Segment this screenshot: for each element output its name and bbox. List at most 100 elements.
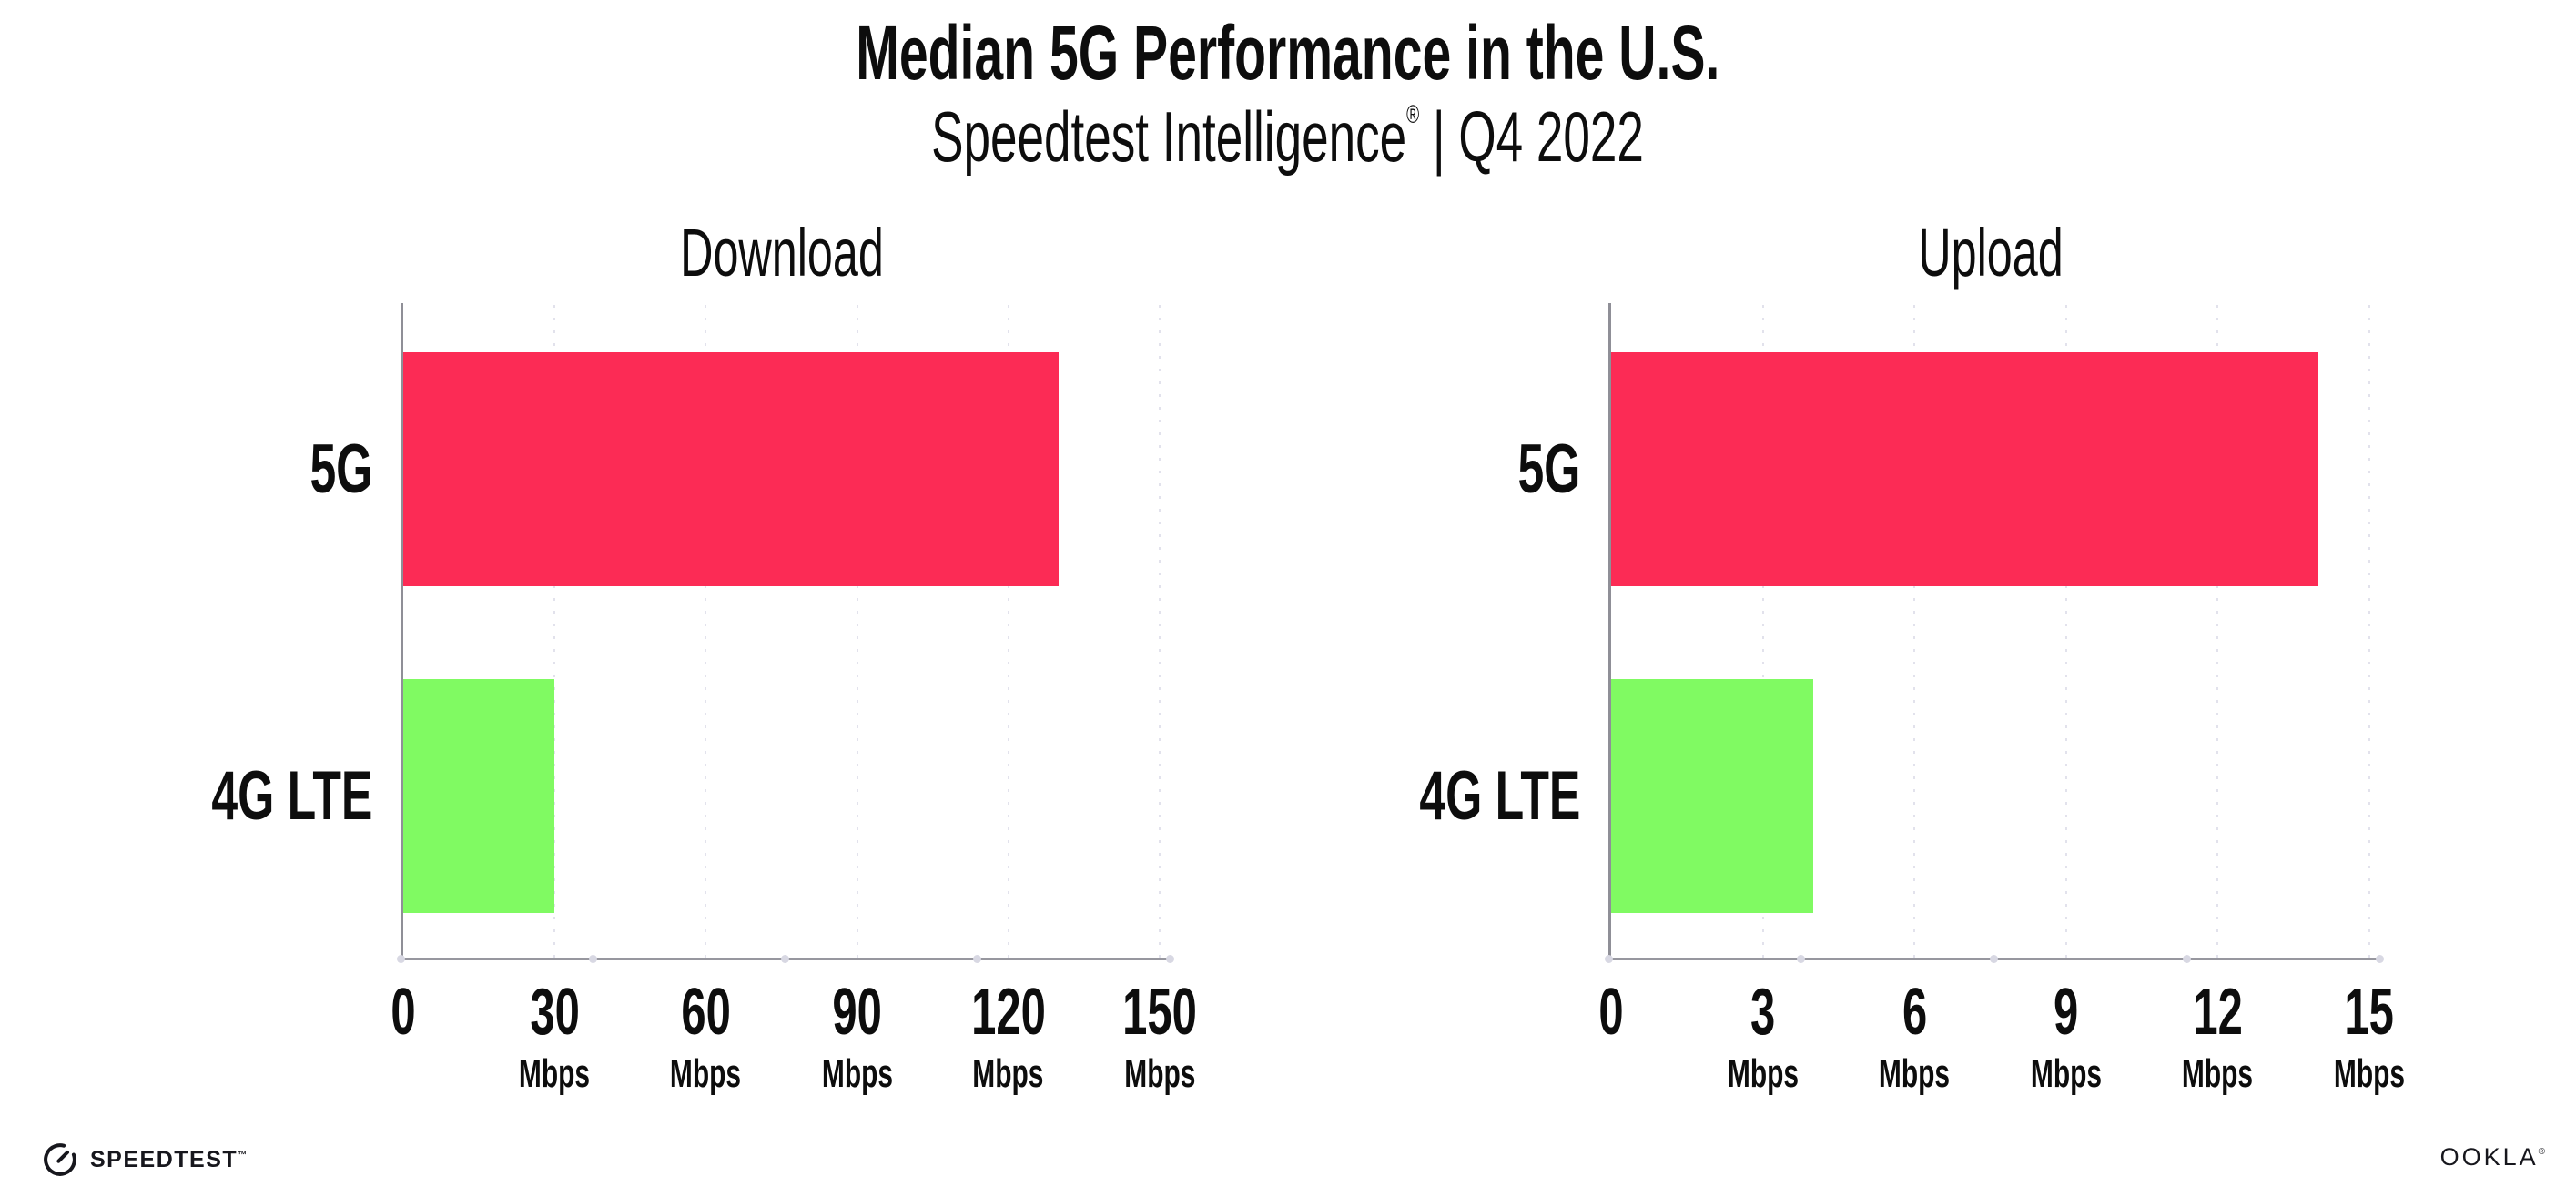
subtitle-period: | Q4 2022 [1419, 96, 1645, 177]
tick-value-text: 60 [681, 976, 731, 1049]
ookla-logo: OOKLA® [2440, 1145, 2545, 1170]
tick-value-text: 12 [2193, 976, 2243, 1049]
tick-value: 15 [2333, 979, 2406, 1045]
tick-150: 150 Mbps [1105, 979, 1214, 1094]
page-subtitle: Speedtest Intelligence® | Q4 2022 [0, 99, 2576, 175]
tick-unit: Mbps [1710, 1054, 1815, 1094]
gridline-9-mbps [2064, 305, 2067, 958]
ookla-wordmark-text: OOKLA [2439, 1143, 2539, 1171]
speedtest-logo: SPEEDTEST™ [42, 1140, 248, 1180]
tick-60: 60 Mbps [654, 979, 758, 1094]
tick-12: 12 Mbps [2165, 979, 2270, 1094]
tick-unit: Mbps [502, 1054, 607, 1094]
tick-30: 30 Mbps [502, 979, 607, 1094]
gridline-120-mbps [1007, 305, 1009, 958]
tick-unit: Mbps [654, 1054, 758, 1094]
download-plot-area: 5G 4G LTE 0 30 Mbps 60 Mbps 90 Mbps 120 Mbps 150 Mbp… [211, 303, 1197, 1094]
tick-6: 6 Mbps [1862, 979, 1967, 1094]
tick-unit-text: Mbps [1879, 1051, 1951, 1096]
page-title-text: Median 5G Performance in the U.S. [856, 10, 1720, 96]
axis-tick-dot [396, 955, 405, 963]
tick-unit-text: Mbps [972, 1051, 1044, 1096]
axis-tick-dot [1797, 955, 1806, 963]
axis-tick-dot [2375, 955, 2384, 963]
upload-chart-title-text: Upload [1917, 215, 2064, 290]
tick-value: 120 [954, 979, 1063, 1045]
tick-value: 150 [1105, 979, 1214, 1045]
tick-value-text: 150 [1122, 976, 1197, 1049]
bar-5g [403, 352, 1060, 586]
x-axis-tick-labels: 0 30 Mbps 60 Mbps 90 Mbps 120 Mbps 150 Mbps [390, 979, 1196, 1134]
speedtest-wordmark-text: SPEEDTEST [90, 1146, 238, 1172]
tick-value: 0 [1593, 979, 1629, 1045]
gridline-60-mbps [705, 305, 707, 958]
page-subtitle-text: Speedtest Intelligence® | Q4 2022 [932, 99, 1645, 175]
upload-chart-title: Upload [1883, 219, 2097, 287]
axis-tick-dot [1990, 955, 1998, 963]
tick-unit-text: Mbps [519, 1051, 591, 1096]
tick-unit: Mbps [805, 1054, 909, 1094]
tick-value-text: 90 [832, 976, 882, 1049]
download-chart-title: Download [632, 219, 931, 287]
tick-unit-text: Mbps [2333, 1051, 2406, 1096]
category-label-text: 5G [309, 430, 372, 508]
tick-unit-text: Mbps [2182, 1051, 2254, 1096]
trademark-mark: ™ [238, 1150, 248, 1161]
tick-unit: Mbps [2013, 1054, 2118, 1094]
gridline-15-mbps [2368, 305, 2370, 958]
tick-value-text: 6 [1902, 976, 1927, 1049]
gridline-150-mbps [1159, 305, 1161, 958]
tick-value-text: 120 [970, 976, 1046, 1049]
gridline-12-mbps [2216, 305, 2219, 958]
tick-value: 3 [1745, 979, 1781, 1045]
gridline-90-mbps [856, 305, 858, 958]
registered-mark: ® [1406, 100, 1420, 128]
axis-tick-dot [2182, 955, 2191, 963]
tick-value: 12 [2181, 979, 2254, 1045]
tick-unit-text: Mbps [670, 1051, 742, 1096]
x-axis-line [1604, 955, 2384, 963]
tick-value: 9 [2048, 979, 2084, 1045]
upload-plot-area: 5G 4G LTE 0 3 Mbps 6 Mbps 9 Mbps 12 Mbps 15 Mbps [1419, 303, 2405, 1094]
tick-value: 0 [385, 979, 421, 1045]
gridline-3-mbps [1761, 305, 1764, 958]
tick-value: 30 [518, 979, 591, 1045]
bar-5g [1611, 352, 2319, 586]
tick-unit-text: Mbps [2030, 1051, 2102, 1096]
category-label-5g: 5G [1488, 430, 1580, 508]
axis-tick-dot [1604, 955, 1613, 963]
gridline-30-mbps [553, 305, 556, 958]
y-axis-line [401, 303, 403, 958]
tick-unit: Mbps [956, 1054, 1060, 1094]
tick-unit-text: Mbps [821, 1051, 893, 1096]
tick-0: 0 [1593, 979, 1629, 1045]
category-label-text: 5G [1517, 430, 1580, 508]
axis-tick-dot [588, 955, 597, 963]
tick-90: 90 Mbps [805, 979, 909, 1094]
category-label-4g-lte: 4G LTE [1344, 761, 1580, 831]
tick-value-text: 15 [2344, 976, 2395, 1049]
tick-15: 15 Mbps [2317, 979, 2422, 1094]
tick-value-text: 30 [529, 976, 580, 1049]
x-axis-line [396, 955, 1174, 963]
tick-0: 0 [385, 979, 421, 1045]
category-label-5g: 5G [280, 430, 372, 508]
upload-chart: Upload 5G 4G LTE 0 3 Mbps 6 Mbps 9 Mbps 12 Mbps 15 M… [1419, 219, 2405, 1094]
x-axis-tick-labels: 0 3 Mbps 6 Mbps 9 Mbps 12 Mbps 15 Mbps [1598, 979, 2405, 1134]
tick-value-text: 0 [1598, 976, 1624, 1049]
tick-value-text: 0 [390, 976, 416, 1049]
tick-120: 120 Mbps [954, 979, 1063, 1094]
bar-4g-lte [403, 679, 555, 913]
tick-value: 60 [669, 979, 742, 1045]
tick-unit-text: Mbps [1727, 1051, 1799, 1096]
download-chart: Download 5G 4G LTE 0 30 Mbps 60 Mbps 90 Mbps 120 M… [211, 219, 1197, 1094]
tick-unit: Mbps [2165, 1054, 2270, 1094]
ookla-registered-mark: ® [2538, 1147, 2545, 1157]
tick-unit: Mbps [1108, 1054, 1212, 1094]
axis-tick-dot [781, 955, 789, 963]
tick-9: 9 Mbps [2013, 979, 2118, 1094]
category-label-text: 4G LTE [210, 756, 372, 835]
tick-unit-text: Mbps [1123, 1051, 1196, 1096]
tick-unit: Mbps [2317, 1054, 2422, 1094]
